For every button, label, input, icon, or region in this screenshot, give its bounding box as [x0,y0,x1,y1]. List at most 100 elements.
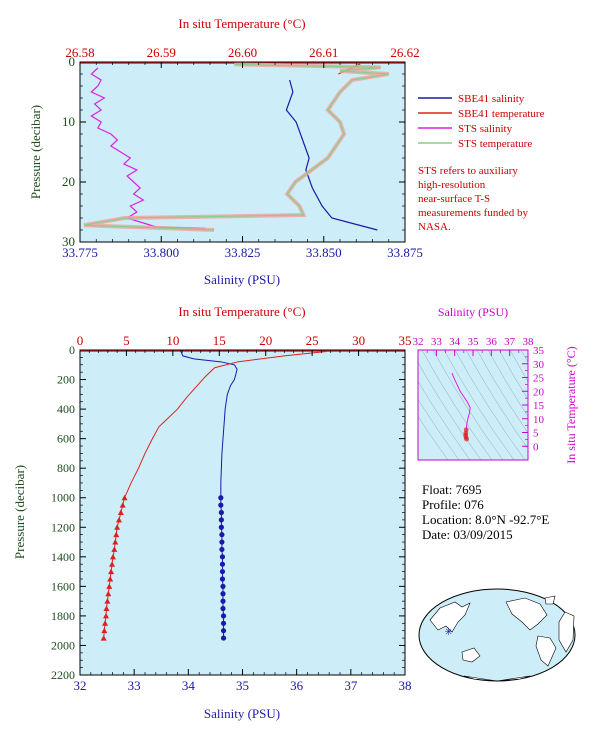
ts-temperature-axis-title: In situ Temperature (°C) [564,346,578,463]
top-salinity-tick-label: 33.800 [143,245,179,260]
ts-temperature-tick-label: 15 [533,400,545,412]
main-pressure-axis-title: Pressure (decibar) [12,465,27,559]
top-pressure-tick-label: 10 [62,114,75,129]
top-pressure-tick-label: 0 [69,54,76,69]
main-temperature-tick-label: 20 [259,333,272,348]
float-info: Float: 7695 Profile: 076 Location: 8.0°N… [422,482,549,542]
temperature-marker [103,605,110,612]
main-pressure-tick-label: 600 [57,432,75,446]
main-pressure-right-tick-label: 0 [410,353,411,355]
temperature-marker [100,635,107,641]
ts-deep-point [464,436,469,442]
top-temperature-axis-title: In situ Temperature (°C) [178,16,305,31]
ts-salinity-tick-label: 34 [449,336,461,348]
land-south-america [535,635,557,667]
profile-number: Profile: 076 [422,497,484,512]
top-plot-background [80,62,405,242]
ts-temperature-tick-label: 35 [533,345,545,357]
top-salinity-tick-label: 33.875 [387,245,423,260]
main-pressure-tick-label: 1800 [51,609,75,623]
top-legend: SBE41 salinity SBE41 temperature STS sal… [418,93,545,150]
salinity-marker [220,613,227,619]
density-contour [418,380,471,460]
land-africa [558,611,575,653]
top-plot-frame [79,61,406,243]
temperature-marker [112,539,119,545]
temperature-marker [113,531,120,538]
salinity-marker [219,554,226,560]
main-pressure-tick-label: 1400 [51,550,75,564]
top-temperature-tick-label: 26.59 [147,45,176,60]
salinity-marker [220,591,226,597]
top-pressure-tick-label: 30 [62,234,75,249]
top-pressure-right-tick-label: 10 [410,125,412,127]
top-pressure-axis-title: Pressure (decibar) [28,105,43,199]
temperature-marker [106,583,113,589]
main-temperature-tick-label: 15 [213,333,226,348]
sts-footnote-line: NASA. [418,221,451,233]
temperature-marker [102,620,109,626]
salinity-marker [219,561,226,567]
ts-temperature-tick-label: 25 [533,373,545,385]
top-salinity-tick-label: 33.825 [225,245,261,260]
full-depth-panel: 0 5 10 15 20 25 30 35 32 33 34 35 36 37 38 0 200 400 600 80… [12,304,413,721]
salinity-marker [220,605,226,612]
top-temperature-tick-label: 26.62 [390,45,419,60]
main-salinity-axis-title: Salinity (PSU) [204,706,280,721]
main-pressure-right-tick-label: 200 [410,383,412,385]
sts-footnote-line: high-resolution [418,179,486,191]
temperature-marker [116,516,122,523]
salinity-marker [220,583,226,589]
density-contour [418,398,460,460]
temperature-marker [121,494,128,501]
main-pressure-tick-label: 800 [57,461,75,475]
world-map: ✳ [418,588,576,682]
temperature-marker [109,553,116,560]
land-north-america [505,597,548,631]
main-salinity-tick-label: 36 [290,678,304,693]
salinity-marker [219,568,226,575]
sts-footnote: STS refers to auxiliary high-resolution ne… [418,165,528,233]
ts-plot-frame [417,349,529,461]
main-pressure-tick-label: 0 [69,343,75,357]
land-antarctica [463,675,531,682]
main-pressure-tick-label: 1600 [51,579,75,593]
ts-temperature-tick-label: 10 [533,414,545,426]
main-salinity-tick-label: 35 [236,678,249,693]
main-pressure-right-tick-label: 1800 [410,619,413,621]
legend-label-sts-temperature: STS temperature [458,138,532,150]
sbe41-salinity-line [285,79,378,231]
density-contour [476,350,528,434]
main-pressure-right-tick-label: 1600 [410,589,413,591]
main-salinity-tick-label: 34 [182,678,196,693]
main-salinity-tick-label: 37 [344,678,358,693]
main-temperature-tick-label: 30 [352,333,365,348]
map-land [429,595,575,682]
density-contour [498,350,528,400]
ts-salinity-tick-label: 35 [468,336,480,348]
salinity-marker [219,532,225,538]
main-plot-frame [79,349,406,676]
legend-label-sbe41-temperature: SBE41 temperature [458,108,545,120]
salinity-marker [220,620,227,626]
main-pressure-tick-label: 1200 [51,520,75,534]
temperature-marker [111,546,118,552]
float-location: Location: 8.0°N -92.7°E [422,512,549,527]
ts-salinity-tick-label: 36 [486,336,498,348]
sts-footnote-line: measurements funded by [418,207,528,219]
main-pressure-tick-label: 2200 [51,668,75,682]
main-pressure-right-tick-label: 800 [410,471,412,473]
density-contour [465,350,528,450]
density-contour [418,362,482,460]
main-pressure-right-tick-label: 400 [410,412,412,414]
density-contour [421,350,493,460]
main-pressure-tick-label: 1000 [51,491,75,505]
ts-temperature-tick-label: 30 [533,359,545,371]
float-position-marker: ✳ [444,627,452,638]
ts-temperature-tick-label: 5 [533,428,539,440]
top-salinity-tick-label: 33.850 [306,245,342,260]
temperature-marker [108,568,115,575]
top-salinity-axis-title: Salinity (PSU) [204,272,280,287]
ts-plot-background [418,350,528,460]
